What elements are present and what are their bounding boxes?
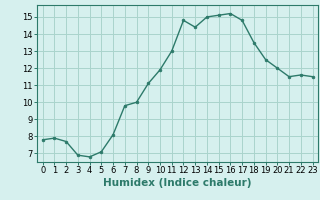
- X-axis label: Humidex (Indice chaleur): Humidex (Indice chaleur): [103, 178, 252, 188]
